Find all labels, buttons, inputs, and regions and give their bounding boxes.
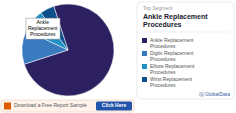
legend-swatch <box>142 77 147 82</box>
slice-label-box <box>26 18 60 39</box>
divider <box>142 32 229 33</box>
legend-panel <box>137 2 234 99</box>
button-label[interactable]: Click Here <box>102 102 127 108</box>
lock-icon <box>4 103 11 110</box>
pie <box>22 4 114 96</box>
legend-swatch <box>142 64 147 69</box>
chart: AnkleReplacementProcedures Top Segment Ank… <box>0 0 236 113</box>
legend-label: Wrist ReplacementProcedures <box>150 76 193 88</box>
title: Ankle ReplacementProcedures <box>143 13 208 28</box>
button[interactable] <box>96 102 132 111</box>
subtitle: Top Segment <box>143 5 173 11</box>
legend-swatch <box>142 38 147 43</box>
legend-label: Ankle ReplacementProcedures <box>150 37 194 49</box>
slice-label: AnkleReplacementProcedures <box>28 20 58 38</box>
brand: Ⓖ GlobalData <box>199 91 231 97</box>
bottom-bar <box>1 100 134 112</box>
bottom-bar-text: Download a Free Report Sample <box>14 102 87 108</box>
legend-swatch <box>142 51 147 56</box>
legend: Ankle ReplacementProceduresDigits Replac… <box>142 37 195 88</box>
slice-label-group: AnkleReplacementProcedures <box>26 18 60 39</box>
legend-label: Elbow ReplacementProcedures <box>150 63 195 75</box>
legend-label: Digits ReplacementProcedures <box>150 50 194 62</box>
